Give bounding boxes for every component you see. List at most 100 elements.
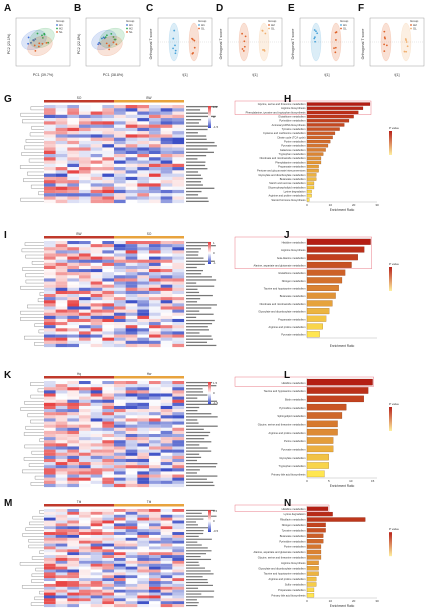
dendrogram-branch <box>25 426 44 430</box>
heatmap-cell <box>90 396 103 400</box>
heatmap-cell <box>149 318 161 323</box>
heatmap-cell <box>67 586 80 590</box>
heatmap-cell <box>55 140 68 145</box>
heatmap-cell <box>90 440 103 444</box>
heatmap-cell <box>79 430 91 435</box>
row-label <box>186 177 203 180</box>
category-label: Cysteine and methionine metabolism <box>263 131 306 135</box>
heatmap-cell <box>149 390 161 394</box>
heatmap-cell <box>79 592 91 596</box>
heatmap-cell <box>67 322 80 326</box>
panel-b: PC1 (38.8%) PC2 (22.8%) Group H1 H2 SL <box>74 14 144 80</box>
row-label <box>186 251 199 253</box>
heatmap-cell <box>55 262 68 267</box>
heatmap-cell <box>149 549 161 553</box>
bar <box>306 566 319 571</box>
bar <box>306 177 317 181</box>
bar <box>306 403 347 411</box>
data-point <box>313 29 316 31</box>
heatmap-cell <box>114 250 126 254</box>
heatmap-cell <box>137 290 150 295</box>
heatmap-cell <box>125 405 138 410</box>
heatmap-cell <box>172 575 185 579</box>
heatmap-cell <box>79 424 91 428</box>
heatmap-cell <box>90 170 103 174</box>
heatmap-cell <box>137 186 150 191</box>
heatmap-cell <box>160 294 173 298</box>
legend-entry: H1 <box>201 23 205 27</box>
heatmap-cell <box>149 281 161 285</box>
heatmap-cell <box>55 315 68 320</box>
heatmap-cell <box>90 412 103 416</box>
heatmap-cell <box>90 124 103 128</box>
heatmap-cell <box>137 328 150 332</box>
panel-label-j: J <box>284 230 290 241</box>
heatmap-cell <box>90 549 103 553</box>
heatmap-cell <box>160 563 173 567</box>
heatmap-cell <box>137 284 150 288</box>
heatmap-cell <box>160 520 173 524</box>
dendrogram-branch <box>20 310 44 315</box>
heatmap-cell <box>172 381 185 385</box>
panel-label-h: H <box>284 94 292 105</box>
heatmap-cell <box>160 199 173 204</box>
row-label <box>186 282 197 284</box>
bar <box>306 114 354 119</box>
heatmap-cell <box>102 440 115 444</box>
group-bar <box>114 236 184 239</box>
dendrogram-branch <box>31 184 44 189</box>
heatmap-cell <box>67 154 80 158</box>
heatmap-cell <box>114 247 126 251</box>
heatmap-cell <box>160 253 173 257</box>
heatmap-cell <box>67 176 80 181</box>
dendrogram-branch <box>20 286 44 290</box>
heatmap-cell <box>114 262 126 267</box>
panel-m: Tbl Tbl 0.5 0 -0.5 <box>14 500 234 612</box>
scale-tick: 1 <box>213 241 215 245</box>
heatmap-cell <box>102 540 115 544</box>
heatmap-cell <box>137 111 150 115</box>
heatmap-cell <box>67 278 80 282</box>
heatmap-cell <box>160 569 173 573</box>
panel-label-n: N <box>284 498 292 509</box>
heatmap-cell <box>125 434 138 438</box>
heatmap-cell <box>44 275 56 279</box>
heatmap-cell <box>114 455 126 460</box>
heatmap-cell <box>55 405 68 410</box>
row-label <box>186 344 217 347</box>
group-bar <box>44 504 114 507</box>
row-label <box>186 472 197 474</box>
row-label <box>186 558 212 561</box>
heatmap-cell <box>102 549 115 553</box>
heatmap-cell <box>79 455 91 460</box>
bar <box>306 315 327 322</box>
heatmap-cell <box>55 173 68 177</box>
heatmap-cell <box>114 529 126 533</box>
heatmap-cell <box>102 196 115 200</box>
x-tick-label: 10 <box>329 599 333 603</box>
heatmap-cell <box>114 511 126 515</box>
heatmap-cell <box>160 189 173 194</box>
heatmap-cell <box>160 526 173 530</box>
heatmap-cell <box>55 337 68 341</box>
heatmap-cell <box>67 334 80 338</box>
bar <box>306 106 364 110</box>
heatmap-cell <box>137 415 150 419</box>
heatmap-cell <box>79 272 91 276</box>
heatmap-cell <box>160 176 173 181</box>
heatmap-cell <box>114 306 126 310</box>
dendrogram-branch <box>29 521 44 526</box>
heatmap-cell <box>149 309 161 313</box>
heatmap-cell <box>102 412 115 416</box>
panel-label-l: L <box>284 370 291 381</box>
row-label <box>186 573 214 575</box>
heatmap-cell <box>90 121 103 125</box>
heatmap-cell <box>125 390 138 394</box>
heatmap-cell <box>90 183 103 187</box>
heatmap-cell <box>90 446 103 450</box>
heatmap-cell <box>90 176 103 181</box>
heatmap-cell <box>67 514 80 518</box>
heatmap-cell <box>102 465 115 469</box>
heatmap-cell <box>160 163 173 168</box>
heatmap-cell <box>160 241 173 245</box>
